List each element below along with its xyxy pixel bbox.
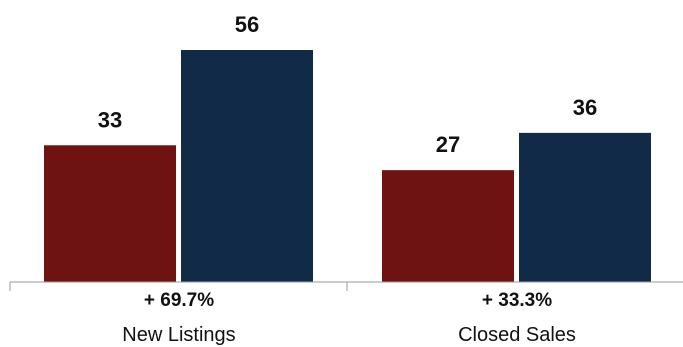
value-label-new-listings-series-1: 33 <box>98 107 122 132</box>
bar-new-listings-series-2 <box>181 50 313 282</box>
bar-closed-sales-series-2 <box>519 132 651 282</box>
change-label-closed-sales: + 33.3% <box>482 290 552 311</box>
value-label-closed-sales-series-1: 27 <box>436 132 460 157</box>
category-label-new-listings: New Listings <box>122 324 235 346</box>
bars-group <box>44 50 651 282</box>
bar-closed-sales-series-1 <box>382 170 514 282</box>
category-label-closed-sales: Closed Sales <box>458 324 576 346</box>
bar-new-listings-series-1 <box>44 145 176 282</box>
value-labels-group: 33 56 27 36 <box>98 12 597 157</box>
change-label-new-listings: + 69.7% <box>144 290 214 311</box>
value-label-closed-sales-series-2: 36 <box>573 95 597 120</box>
value-label-new-listings-series-2: 56 <box>235 12 259 37</box>
